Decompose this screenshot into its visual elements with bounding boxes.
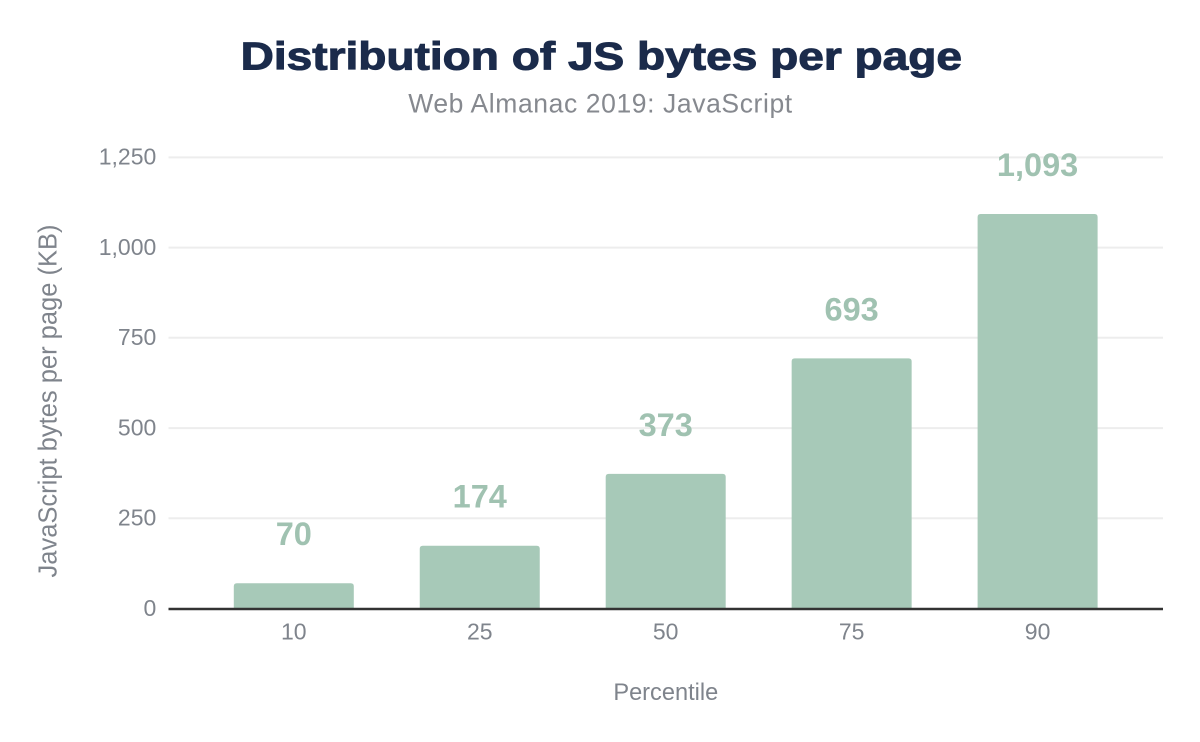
svg-text:693: 693 bbox=[825, 291, 879, 327]
svg-text:10: 10 bbox=[281, 619, 307, 645]
svg-text:750: 750 bbox=[118, 324, 156, 350]
svg-text:90: 90 bbox=[1025, 619, 1051, 645]
svg-text:70: 70 bbox=[276, 516, 312, 552]
svg-text:250: 250 bbox=[118, 505, 156, 531]
svg-text:1,093: 1,093 bbox=[997, 147, 1078, 183]
svg-text:Distribution of JS bytes per p: Distribution of JS bytes per page bbox=[241, 35, 962, 79]
svg-text:500: 500 bbox=[118, 414, 156, 440]
svg-text:1,250: 1,250 bbox=[99, 144, 157, 170]
svg-text:50: 50 bbox=[653, 619, 679, 645]
svg-text:Percentile: Percentile bbox=[613, 680, 718, 706]
svg-text:25: 25 bbox=[467, 619, 493, 645]
svg-text:0: 0 bbox=[144, 595, 157, 621]
svg-text:373: 373 bbox=[639, 407, 693, 443]
svg-text:75: 75 bbox=[839, 619, 865, 645]
svg-text:JavaScript bytes per page (KB): JavaScript bytes per page (KB) bbox=[35, 225, 63, 578]
svg-text:1,000: 1,000 bbox=[99, 234, 157, 260]
svg-text:174: 174 bbox=[453, 479, 507, 515]
svg-text:Web Almanac 2019: JavaScript: Web Almanac 2019: JavaScript bbox=[408, 89, 793, 119]
